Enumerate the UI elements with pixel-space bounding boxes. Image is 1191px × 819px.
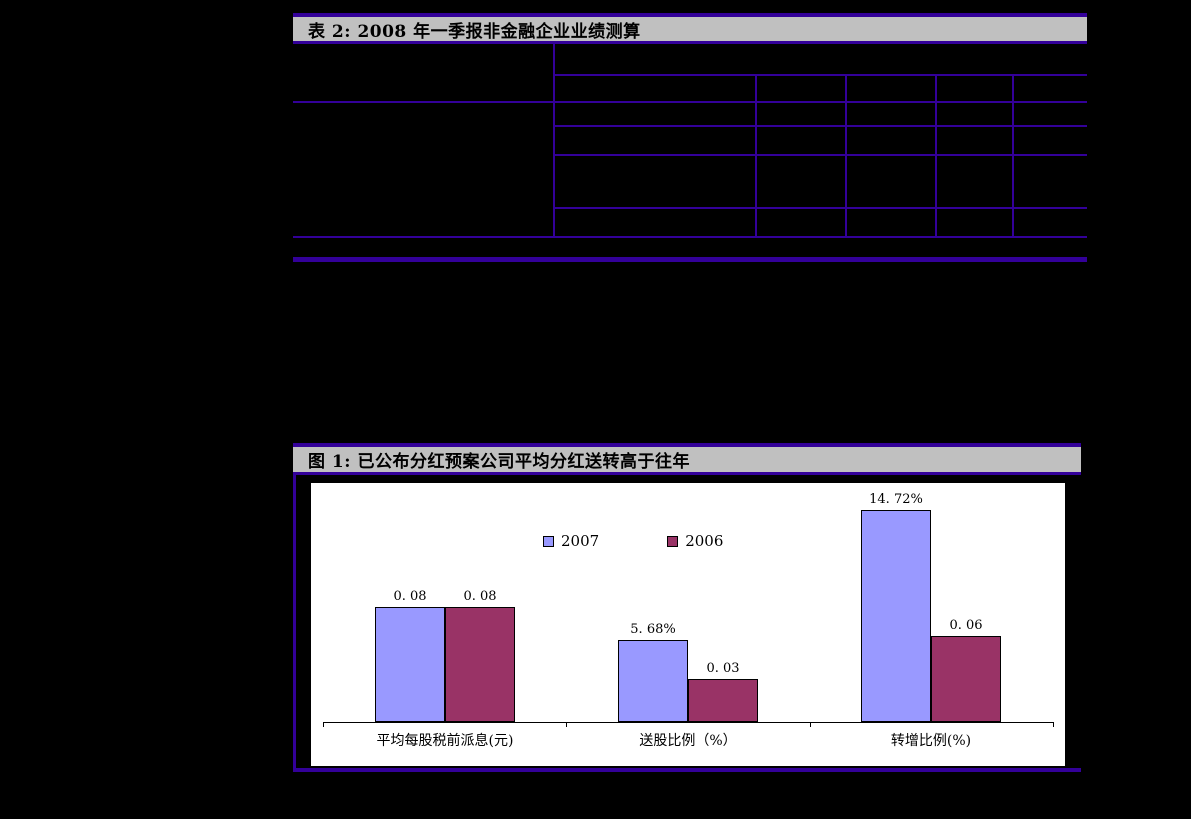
value-label: 0. 08 xyxy=(463,589,497,604)
figure1-left-border xyxy=(293,475,296,768)
value-label: 0. 06 xyxy=(949,618,983,633)
table2-grid-hline-5 xyxy=(553,207,1087,209)
category-label: 转增比例(%) xyxy=(890,733,972,749)
bar-2007-group3 xyxy=(861,510,931,722)
table2-bottom-border xyxy=(293,257,1087,262)
chart-legend: 2007 2006 xyxy=(543,532,723,550)
table2-grid-vline-col1 xyxy=(755,74,757,238)
category-label: 送股比例（%） xyxy=(639,733,737,749)
table2-grid-vline-col4 xyxy=(1012,74,1014,238)
table2-grid-hline-1 xyxy=(553,74,1087,76)
legend-label-2006: 2006 xyxy=(685,532,724,550)
table2-grid-hline-2 xyxy=(293,101,1087,103)
figure1-bottom-border xyxy=(293,768,1081,772)
legend-label-2007: 2007 xyxy=(561,532,600,550)
figure1-title: 图 1: 已公布分红预案公司平均分红送转高于往年 xyxy=(308,452,690,472)
value-label: 5. 68% xyxy=(630,622,676,637)
table2-grid-hline-6 xyxy=(293,236,1087,238)
table2-header: 表 2: 2008 年一季报非金融企业业绩测算 xyxy=(293,13,1087,44)
legend-swatch-2007-icon xyxy=(543,535,554,547)
axis-tick xyxy=(810,722,811,727)
table2-grid-vline-main xyxy=(553,44,555,237)
value-label: 14. 72% xyxy=(869,492,923,507)
legend-swatch-2006-icon xyxy=(667,535,679,547)
figure1-header: 图 1: 已公布分红预案公司平均分红送转高于往年 xyxy=(293,443,1081,475)
bar-2007-group2 xyxy=(618,640,688,722)
table2-grid-hline-4 xyxy=(553,154,1087,156)
figure1-chart: 2007 2006 平均每股税前派息(元) 0. 08 0. 08 送股比例（%） 5.… xyxy=(311,483,1065,766)
table2-grid-hline-3 xyxy=(553,125,1087,127)
bar-2006-group2 xyxy=(688,679,758,722)
x-axis xyxy=(323,722,1053,723)
category-label: 平均每股税前派息(元) xyxy=(376,733,514,749)
axis-tick xyxy=(323,722,324,727)
bar-2007-group1 xyxy=(375,607,445,722)
table2-grid-vline-col3 xyxy=(935,74,937,238)
table2-grid-vline-col2 xyxy=(845,74,847,238)
bar-2006-group3 xyxy=(931,636,1001,722)
axis-tick xyxy=(566,722,567,727)
axis-tick xyxy=(1053,722,1054,727)
legend-item-2006: 2006 xyxy=(667,532,723,550)
bar-2006-group1 xyxy=(445,607,515,722)
value-label: 0. 08 xyxy=(393,589,427,604)
value-label: 0. 03 xyxy=(706,661,740,676)
legend-item-2007: 2007 xyxy=(543,532,599,550)
table2-title: 表 2: 2008 年一季报非金融企业业绩测算 xyxy=(308,21,641,42)
